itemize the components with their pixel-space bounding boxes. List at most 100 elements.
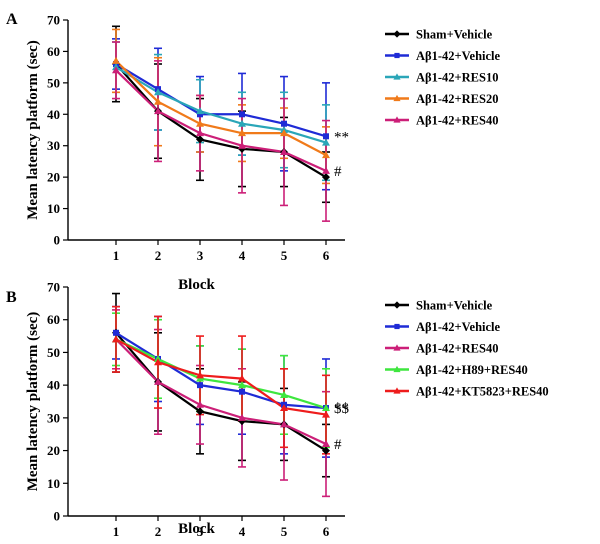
significance-marker: **	[334, 401, 349, 417]
panel-letter: B	[6, 289, 17, 306]
x-tick-label: 2	[155, 248, 162, 263]
data-point	[322, 446, 330, 455]
series-line	[115, 66, 327, 144]
data-point	[154, 88, 162, 96]
panel-a: A 0 10 20 30 40 50 60 70 1 2 3 4 5 6 Block Mean latency …	[6, 11, 501, 293]
data-point	[112, 66, 120, 74]
legend-label: Sham+Vehicle	[416, 299, 493, 313]
data-point	[322, 404, 330, 412]
data-point	[394, 52, 400, 59]
data-point	[196, 119, 204, 127]
data-point	[393, 116, 401, 123]
series-line	[115, 63, 327, 179]
data-point	[322, 138, 330, 146]
y-tick-label: 50	[47, 345, 60, 360]
data-point	[322, 151, 330, 159]
series-line	[115, 338, 327, 446]
data-point	[393, 387, 401, 394]
data-point	[238, 119, 246, 127]
data-point	[112, 335, 120, 343]
data-point	[154, 377, 162, 385]
series-line	[115, 63, 327, 138]
data-point	[238, 129, 246, 137]
legend-item: Sham+Vehicle	[385, 28, 493, 42]
legend-item: Aβ1-42+Vehicle	[385, 49, 501, 63]
series-line	[115, 332, 327, 452]
x-axis-label: Block	[178, 521, 215, 537]
x-axis-label: Block	[178, 277, 215, 293]
data-point	[393, 301, 401, 309]
data-point	[238, 141, 246, 149]
significance-marker: $$	[334, 401, 350, 417]
data-point	[393, 365, 401, 373]
data-point	[280, 148, 288, 155]
data-point	[113, 329, 119, 336]
x-tick-label: 1	[113, 248, 120, 263]
legend-item: Sham+Vehicle	[385, 299, 493, 313]
series-line	[115, 69, 327, 172]
data-point	[280, 129, 288, 137]
data-point	[280, 420, 288, 428]
y-tick-label: 30	[47, 410, 60, 425]
legend-label: Aβ1-42+RES40	[416, 342, 498, 356]
x-tick-label: 5	[281, 248, 288, 263]
legend-label: Aβ1-42+RES10	[416, 71, 498, 85]
legend-label: Aβ1-42+H89+RES40	[416, 363, 528, 377]
y-tick-label: 30	[47, 138, 60, 153]
y-tick-label: 60	[47, 44, 60, 59]
data-point	[239, 388, 245, 395]
y-tick-label: 10	[47, 476, 60, 491]
legend-label: Aβ1-42+RES20	[416, 92, 498, 106]
data-point	[196, 129, 204, 137]
data-point	[281, 120, 287, 127]
data-point	[322, 410, 330, 418]
legend-item: Aβ1-42+RES40	[385, 342, 498, 356]
legend: Sham+Vehicle Aβ1-42+Vehicle Aβ1-42+RES10 Aβ…	[385, 28, 501, 128]
data-point	[322, 173, 330, 182]
data-point	[196, 407, 204, 416]
legend-item: Aβ1-42+H89+RES40	[385, 363, 528, 377]
data-point	[154, 107, 162, 115]
y-tick-label: 0	[54, 509, 61, 524]
series-line	[115, 338, 327, 410]
legend-item: Aβ1-42+Vehicle	[385, 320, 501, 334]
y-tick-label: 40	[47, 107, 60, 122]
legend-label: Aβ1-42+KT5823+RES40	[416, 385, 549, 399]
x-tick-label: 6	[323, 248, 330, 263]
data-point	[280, 390, 288, 398]
legend-label: Sham+Vehicle	[416, 28, 493, 42]
legend-label: Aβ1-42+Vehicle	[416, 49, 501, 63]
data-point	[323, 133, 329, 140]
y-tick-label: 20	[47, 443, 60, 458]
y-tick-label: 20	[47, 170, 60, 185]
y-tick-label: 70	[47, 13, 60, 28]
data-point	[238, 413, 246, 421]
y-tick-label: 70	[47, 280, 60, 295]
y-tick-label: 0	[54, 233, 61, 248]
data-point	[196, 400, 204, 408]
data-point	[322, 440, 330, 448]
x-tick-label: 6	[323, 524, 330, 539]
legend-item: Aβ1-42+KT5823+RES40	[385, 385, 549, 399]
panel-letter: A	[6, 11, 18, 28]
series-a-1-42-h89-res40	[112, 312, 330, 449]
x-tick-label: 4	[239, 248, 246, 263]
data-point	[280, 404, 288, 412]
legend-label: Aβ1-42+RES40	[416, 114, 498, 128]
panel-b: B 0 10 20 30 40 50 60 70 1 2 3 4 5 6 Block Mean latency …	[6, 280, 549, 540]
data-point	[393, 94, 401, 102]
data-point	[196, 371, 204, 379]
legend-item: Aβ1-42+RES40	[385, 114, 498, 128]
data-point	[238, 381, 246, 389]
y-axis-label: Mean latency platform (sec)	[25, 40, 41, 220]
data-point	[196, 135, 204, 144]
data-point	[196, 107, 204, 115]
legend-item: Aβ1-42+RES10	[385, 71, 498, 85]
series-line	[115, 338, 327, 416]
y-tick-label: 10	[47, 201, 60, 216]
data-point	[322, 166, 330, 174]
series-sham-vehicle	[112, 292, 330, 478]
y-axis-label: Mean latency platform (sec)	[25, 312, 41, 492]
data-point	[239, 111, 245, 118]
